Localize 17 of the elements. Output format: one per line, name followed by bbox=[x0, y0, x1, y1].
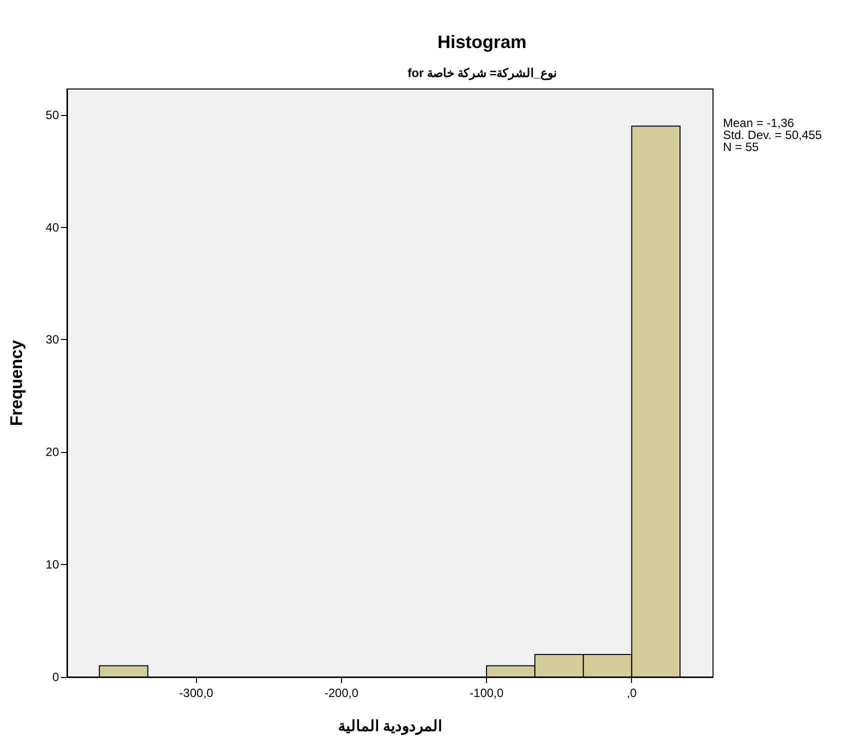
text: N = 55 bbox=[723, 140, 760, 154]
x-tick-label: -300,0 bbox=[179, 686, 214, 700]
chart-title: Histogram bbox=[437, 32, 527, 52]
y-tick-label: 40 bbox=[46, 220, 60, 234]
chart-subtitle: for نوع_الشركة= شركة خاصة bbox=[408, 66, 556, 81]
y-tick-label: 10 bbox=[46, 558, 60, 572]
text: Std. Dev. = 50,455 bbox=[723, 128, 822, 142]
text: Mean = -1,36 bbox=[723, 116, 794, 130]
x-tick-label: -100,0 bbox=[470, 686, 504, 700]
x-tick-label: -200,0 bbox=[324, 686, 359, 700]
y-tick-label: 50 bbox=[46, 108, 60, 122]
y-axis-title: Frequency bbox=[7, 339, 26, 426]
x-axis-title: المردودية المالية bbox=[338, 718, 442, 735]
x-tick-label: ,0 bbox=[626, 686, 638, 700]
y-tick-label: 0 bbox=[52, 670, 60, 684]
y-tick-label: 30 bbox=[46, 332, 60, 347]
y-tick-label: 20 bbox=[46, 445, 60, 460]
